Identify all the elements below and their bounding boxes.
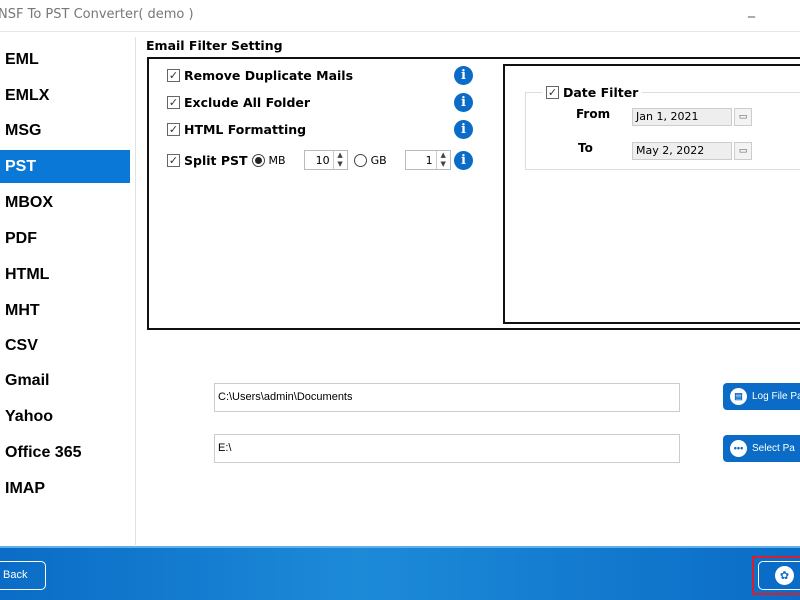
date-filter-panel: ✓ Date Filter From Jan 1, 2021 ▭ To May 2… <box>503 64 800 324</box>
sidebar: EML EMLX MSG PST MBOX PDF HTML MHT CSV Gmail Yahoo… <box>0 37 136 545</box>
button-label: Select Pa <box>752 443 795 454</box>
footer-bar: Back ✿ <box>0 546 800 600</box>
sidebar-item-pst[interactable]: PST <box>0 150 130 183</box>
stepper-arrows-icon[interactable]: ▲ ▼ <box>435 151 450 169</box>
back-button[interactable]: Back <box>0 561 46 590</box>
sidebar-item-msg[interactable]: MSG <box>5 122 42 139</box>
convert-button-highlight: ✿ <box>752 556 800 595</box>
sidebar-item-csv[interactable]: CSV <box>5 337 38 354</box>
calendar-icon[interactable]: ▭ <box>734 108 752 126</box>
info-icon[interactable]: i <box>454 66 473 85</box>
gb-stepper[interactable]: 1 ▲ ▼ <box>404 150 451 170</box>
info-icon[interactable]: i <box>454 93 473 112</box>
from-label: From <box>576 107 611 121</box>
from-date-input[interactable]: Jan 1, 2021 <box>632 108 732 126</box>
gb-radio[interactable] <box>353 153 367 167</box>
remove-duplicates-option[interactable]: ✓ Remove Duplicate Mails <box>167 68 353 83</box>
sidebar-item-eml[interactable]: EML <box>5 51 39 68</box>
sidebar-item-mbox[interactable]: MBOX <box>5 194 53 211</box>
window-title: NSF To PST Converter( demo ) <box>0 7 194 22</box>
sidebar-item-imap[interactable]: IMAP <box>5 480 45 497</box>
option-label: Exclude All Folder <box>184 95 311 110</box>
sidebar-item-gmail[interactable]: Gmail <box>5 372 50 389</box>
document-icon: ▤ <box>730 388 747 405</box>
log-file-path-button[interactable]: ▤ Log File Pa <box>723 383 800 410</box>
info-icon[interactable]: i <box>454 151 473 170</box>
checkbox[interactable]: ✓ <box>167 69 180 82</box>
section-title: Email Filter Setting <box>146 38 283 53</box>
mb-value: 10 <box>315 153 330 167</box>
gb-value: 1 <box>425 153 433 167</box>
select-path-button[interactable]: ••• Select Pa <box>723 435 800 462</box>
filter-panel: ✓ Remove Duplicate Mails ✓ Exclude All Fol… <box>147 57 800 330</box>
mb-label: MB <box>268 153 286 167</box>
sidebar-item-office-365[interactable]: Office 365 <box>5 444 82 461</box>
mb-stepper[interactable]: 10 ▲ ▼ <box>303 150 348 170</box>
checkbox[interactable]: ✓ <box>546 86 559 99</box>
sidebar-item-yahoo[interactable]: Yahoo <box>5 408 54 425</box>
log-path-input[interactable]: C:\Users\admin\Documents <box>214 383 680 412</box>
stepper-arrows-icon[interactable]: ▲ ▼ <box>332 151 347 169</box>
split-pst-option[interactable]: ✓ Split PST MB 10 ▲ ▼ GB 1 ▲ ▼ <box>167 150 451 170</box>
checkbox[interactable]: ✓ <box>167 153 180 167</box>
html-formatting-option[interactable]: ✓ HTML Formatting <box>167 122 306 137</box>
gb-label: GB <box>370 153 387 167</box>
sidebar-item-emlx[interactable]: EMLX <box>5 87 50 104</box>
to-label: To <box>578 141 593 155</box>
calendar-icon[interactable]: ▭ <box>734 142 752 160</box>
to-date-input[interactable]: May 2, 2022 <box>632 142 732 160</box>
info-icon[interactable]: i <box>454 120 473 139</box>
more-icon: ••• <box>730 440 747 457</box>
date-filter-group: ✓ Date Filter From Jan 1, 2021 ▭ To May 2… <box>525 85 800 170</box>
date-filter-toggle[interactable]: ✓ Date Filter <box>542 85 643 100</box>
sidebar-item-pdf[interactable]: PDF <box>5 230 37 247</box>
mb-radio[interactable] <box>251 153 265 167</box>
option-label: Remove Duplicate Mails <box>184 68 354 83</box>
option-label: Split PST <box>184 152 248 168</box>
convert-button[interactable]: ✿ <box>758 561 800 590</box>
checkbox[interactable]: ✓ <box>167 123 180 136</box>
sidebar-item-html[interactable]: HTML <box>5 266 50 283</box>
exclude-folder-option[interactable]: ✓ Exclude All Folder <box>167 95 310 110</box>
date-filter-label: Date Filter <box>563 85 639 100</box>
option-label: HTML Formatting <box>184 122 307 137</box>
checkbox[interactable]: ✓ <box>167 96 180 109</box>
convert-icon: ✿ <box>775 566 794 585</box>
button-label: Log File Pa <box>752 391 800 402</box>
minimize-button[interactable]: _ <box>748 2 755 18</box>
title-bar: NSF To PST Converter( demo ) _ <box>0 0 800 32</box>
output-path-input[interactable]: E:\ <box>214 434 680 463</box>
sidebar-item-mht[interactable]: MHT <box>5 302 40 319</box>
